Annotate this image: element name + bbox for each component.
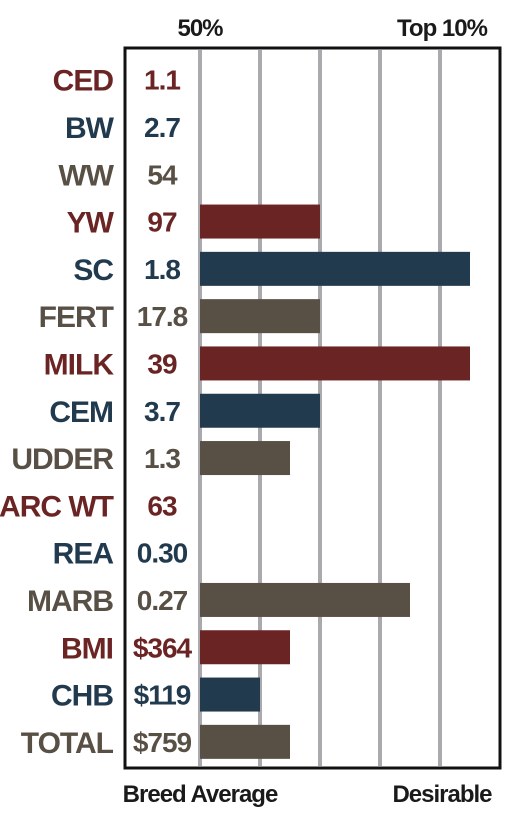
trait-value: 54 bbox=[147, 159, 178, 190]
bar bbox=[200, 724, 290, 759]
trait-label: SC bbox=[73, 254, 113, 287]
bar bbox=[200, 346, 470, 381]
trait-value: 39 bbox=[147, 348, 177, 379]
trait-label: WW bbox=[58, 159, 114, 192]
trait-value: $364 bbox=[133, 632, 193, 663]
trait-label: CED bbox=[53, 65, 114, 98]
trait-value: 17.8 bbox=[137, 301, 188, 332]
trait-label: BMI bbox=[61, 632, 113, 665]
bar bbox=[200, 441, 290, 476]
header-left-label: 50% bbox=[177, 15, 223, 42]
trait-label: BW bbox=[65, 112, 115, 145]
bar bbox=[200, 630, 290, 665]
trait-value: $119 bbox=[134, 680, 191, 711]
bar bbox=[200, 251, 470, 286]
trait-labels: CED BW WW YW SC FERT MILK CEM UDDER CARC WT REA MAR… bbox=[0, 65, 116, 760]
trait-label: TOTAL bbox=[21, 727, 114, 760]
bar bbox=[200, 299, 320, 334]
trait-value: 97 bbox=[147, 207, 177, 238]
header-right-label: Top 10% bbox=[397, 15, 488, 42]
bar bbox=[200, 677, 260, 712]
trait-label: FERT bbox=[39, 301, 114, 334]
bar bbox=[200, 393, 320, 428]
footer-left-label: Breed Average bbox=[123, 781, 278, 808]
trait-label: MILK bbox=[44, 348, 115, 381]
trait-label: REA bbox=[53, 538, 114, 571]
bar bbox=[200, 582, 410, 617]
trait-value: 3.7 bbox=[144, 396, 180, 427]
trait-value: 1.1 bbox=[144, 65, 180, 96]
trait-value: 63 bbox=[147, 490, 177, 521]
trait-label: YW bbox=[67, 207, 115, 240]
trait-label: CEM bbox=[49, 396, 113, 429]
trait-value: 1.8 bbox=[144, 254, 180, 285]
trait-label: CHB bbox=[51, 680, 113, 713]
trait-label: UDDER bbox=[11, 443, 114, 476]
trait-value: $759 bbox=[133, 727, 192, 758]
trait-values: 1.1 2.7 54 97 1.8 17.8 39 3.7 1.3 63 0.30 0.27 $364 $… bbox=[133, 65, 194, 758]
trait-value: 0.30 bbox=[137, 538, 188, 569]
footer-right-label: Desirable bbox=[392, 781, 492, 808]
trait-value: 1.3 bbox=[144, 443, 180, 474]
trait-label: CARC WT bbox=[0, 490, 114, 523]
bar bbox=[200, 204, 320, 239]
bars-group bbox=[200, 204, 470, 759]
trait-label: MARB bbox=[27, 585, 113, 618]
trait-value: 2.7 bbox=[144, 112, 180, 143]
chart-frame bbox=[123, 46, 502, 770]
trait-value: 0.27 bbox=[137, 585, 188, 616]
